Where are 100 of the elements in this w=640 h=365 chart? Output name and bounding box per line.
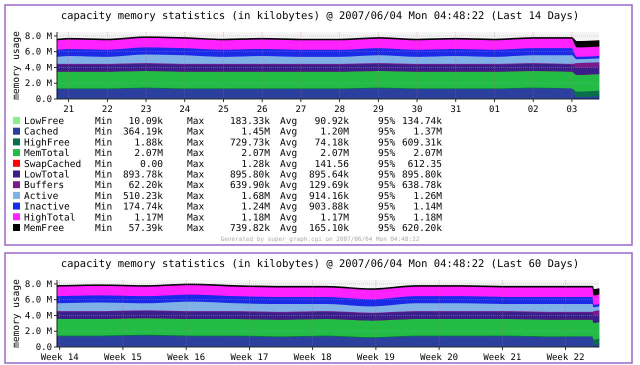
text: Min [95,137,112,148]
chart-title: capacity memory statistics (in kilobytes) @ 2007/06/04 Mon 04:48:22 (Last 14 Days) [60,10,580,22]
legend-label: HighTotal [24,212,76,224]
text: Min [95,158,112,170]
text: Max [187,170,204,180]
x-tick-label: Week 22 [546,353,585,363]
x-tick-label: 26 [256,105,268,115]
text: Min [95,223,112,234]
text: 95% [378,116,396,127]
text: 62.20k [128,180,164,192]
text: Avg [280,126,298,138]
text: 1.24M [241,202,270,213]
text: 1.88k [134,137,164,148]
x-tick-label: Week 21 [483,353,522,363]
text: 903.88k [308,202,350,213]
legend-label: MemFree [24,223,64,234]
text: 620.20k [402,223,442,234]
text: 1.18M [241,212,270,224]
text: 57.39k [128,223,164,234]
text: Min [95,202,112,213]
text: Max [187,180,204,192]
text: Avg [280,202,298,213]
legend-label: Inactive [24,202,70,213]
text: 141.56 [314,158,350,170]
y-axis-title: memory usage [11,278,22,348]
legend-label: HighFree [24,137,70,148]
text: 914.16k [308,190,350,202]
text: Min [95,180,112,192]
text: 729.73k [230,137,270,148]
text: 95% [378,148,396,160]
text: 2.07M [241,148,270,160]
y-tick-label: 8.0 M [24,32,53,42]
text: Avg [280,116,298,127]
x-tick-label: Week 14 [40,353,79,363]
text: Avg [280,212,298,224]
x-tick-label: 27 [295,105,306,115]
text: Max [187,223,204,234]
text: 95% [378,126,396,138]
text: 364.19k [122,126,164,138]
text: 1.26M [413,190,442,202]
text: 1.68M [241,190,270,202]
x-tick-label: 24 [179,105,190,115]
text: 609.31k [402,137,442,148]
text: Max [187,137,204,148]
text: 95% [378,170,396,180]
y-tick-label: 0.0 [36,94,52,105]
text: 74.18k [314,137,350,148]
text: Avg [280,170,298,180]
y-tick-label: 0.0 [36,342,52,353]
text: 893.78k [122,170,164,180]
text: 2.07M [413,148,442,160]
x-tick-label: 30 [412,105,422,115]
text: Avg [280,148,298,160]
text: Avg [280,223,298,234]
text: 95% [378,137,396,148]
text: 95% [378,190,396,202]
text: Min [95,170,112,180]
text: 895.80k [230,170,270,180]
text: 1.20M [320,126,350,138]
text: Max [187,212,204,224]
y-tick-label: 8.0 M [24,280,53,290]
text: 174.74k [122,202,164,213]
text: 95% [378,202,396,213]
text: 2.07M [134,148,164,160]
text: 10.09k [128,116,164,127]
text: 134.74k [402,116,442,127]
text: 1.37M [413,126,442,138]
text: 95% [378,158,396,170]
legend-label: Cached [24,126,58,138]
x-tick-label: Week 20 [420,353,458,363]
text: 895.64k [308,170,350,180]
x-tick-label: Week 19 [356,353,395,363]
y-tick-label: 6.0 M [24,48,53,58]
x-tick-label: 25 [218,105,229,115]
text: Avg [280,158,298,170]
text: 612.35 [408,158,442,170]
x-tick-label: 23 [140,105,152,115]
text: Min [95,190,112,202]
legend-label: Active [24,190,59,202]
text: Min [95,212,112,224]
text: 895.80k [402,170,442,180]
y-tick-label: 2.0 M [24,327,53,338]
text: 90.92k [314,116,350,127]
x-tick-label: 03 [566,105,578,115]
x-tick-label: 29 [372,105,384,115]
text: 2.07M [320,148,350,160]
text: Max [187,202,204,213]
y-tick-label: 6.0 M [24,296,53,306]
text: Max [187,126,204,138]
text: 165.10k [308,223,350,234]
text: Min [95,148,112,160]
text: Min [95,116,112,127]
text: Min [95,126,112,138]
text: 1.28k [241,158,270,170]
x-tick-label: 22 [102,105,113,115]
x-tick-label: Week 18 [294,353,332,363]
text: Avg [280,190,298,202]
text: 1.17M [320,212,350,224]
x-tick-label: Week 15 [104,353,142,363]
x-tick-label: 02 [528,105,539,115]
